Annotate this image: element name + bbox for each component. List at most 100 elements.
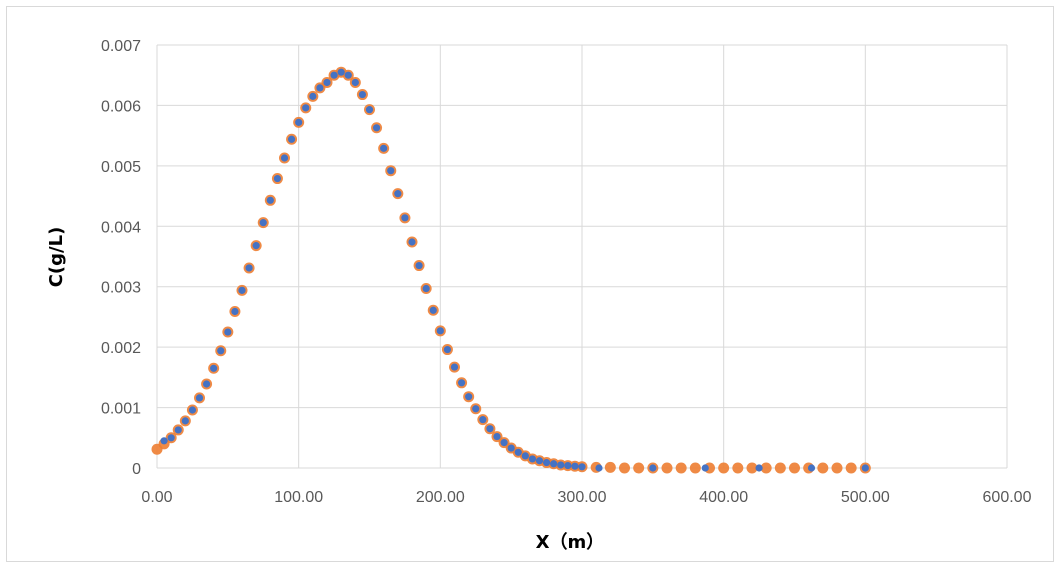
data-point <box>604 461 616 473</box>
data-point <box>358 90 367 99</box>
data-point <box>259 219 267 227</box>
data-point <box>436 327 444 335</box>
data-point <box>564 461 572 470</box>
data-point <box>542 458 551 467</box>
data-point <box>238 286 246 294</box>
data-point <box>701 464 709 472</box>
data-point <box>365 106 374 114</box>
data-point <box>443 345 452 354</box>
data-point <box>450 363 459 371</box>
data-point <box>401 214 409 222</box>
data-point <box>633 462 645 474</box>
data-point <box>661 462 673 474</box>
data-point <box>571 462 579 470</box>
data-point <box>514 448 522 456</box>
data-point <box>789 462 800 474</box>
data-point <box>387 167 395 175</box>
x-tick-label: 300.00 <box>558 489 607 506</box>
y-tick-label: 0.006 <box>101 98 141 115</box>
chart-frame <box>6 6 1054 562</box>
data-point <box>528 455 537 463</box>
data-point <box>493 432 501 441</box>
data-point <box>273 174 282 183</box>
data-point <box>287 135 296 143</box>
data-point <box>302 104 310 112</box>
data-point <box>746 462 758 474</box>
data-point <box>507 444 515 452</box>
data-point <box>550 460 558 468</box>
tick-labels: 0 0.001 0.002 0.003 0.004 0.005 0.006 0.007 0.00… <box>101 38 1032 506</box>
data-point <box>280 154 289 162</box>
data-point <box>831 462 843 474</box>
x-tick-label: 400.00 <box>699 489 748 506</box>
data-point <box>167 434 175 442</box>
data-point <box>755 464 763 472</box>
data-point <box>295 118 303 126</box>
data-point <box>465 393 473 401</box>
data-point <box>500 439 508 447</box>
data-point <box>675 462 687 474</box>
data-point <box>202 380 211 388</box>
data-point <box>174 426 182 434</box>
series-1 <box>151 66 871 474</box>
data-point <box>718 462 730 474</box>
data-point <box>181 417 189 425</box>
data-point <box>472 405 480 413</box>
data-point <box>760 462 772 474</box>
x-tick-label: 0.00 <box>141 489 172 506</box>
data-point <box>309 92 317 100</box>
data-point <box>689 462 701 474</box>
data-point <box>316 84 324 92</box>
data-point <box>535 457 544 465</box>
data-point <box>595 464 603 472</box>
data-point <box>195 394 204 402</box>
data-point <box>408 238 416 246</box>
data-point <box>619 462 630 474</box>
data-point <box>210 364 218 372</box>
data-point <box>557 461 565 469</box>
data-point <box>344 71 352 79</box>
data-point <box>252 242 260 250</box>
series-2 <box>160 68 869 472</box>
data-point <box>422 284 430 293</box>
data-point <box>486 425 494 433</box>
data-point <box>578 463 586 471</box>
y-tick-label: 0.007 <box>101 38 141 55</box>
data-point <box>330 71 338 79</box>
x-tick-label: 200.00 <box>416 489 465 506</box>
data-point <box>521 452 529 460</box>
x-tick-label: 500.00 <box>841 489 890 506</box>
data-point <box>351 78 359 87</box>
y-tick-label: 0.004 <box>101 219 141 236</box>
data-point <box>415 261 423 270</box>
data-point <box>323 78 331 87</box>
y-tick-label: 0.002 <box>101 340 141 357</box>
data-points <box>151 66 871 474</box>
data-point <box>774 462 786 474</box>
data-point <box>160 437 168 445</box>
y-tick-label: 0.003 <box>101 280 141 297</box>
data-point <box>217 347 225 355</box>
data-point <box>372 124 381 132</box>
data-point <box>337 68 345 76</box>
x-tick-label: 100.00 <box>274 489 323 506</box>
data-point <box>807 464 816 472</box>
y-tick-label: 0 <box>132 461 141 478</box>
data-point <box>845 462 857 474</box>
data-point <box>457 379 466 387</box>
gridlines <box>156 44 1008 469</box>
data-point <box>245 264 253 272</box>
data-point <box>817 462 829 474</box>
y-axis-title: C(g/L) <box>46 227 67 288</box>
data-point <box>188 406 197 414</box>
data-point <box>266 196 274 204</box>
data-point <box>732 462 744 474</box>
data-point <box>861 464 869 472</box>
data-point <box>429 306 437 314</box>
data-point <box>479 416 487 424</box>
data-point <box>380 144 388 152</box>
x-axis-title: X（m） <box>536 532 605 553</box>
data-point <box>649 464 657 472</box>
y-tick-label: 0.001 <box>101 401 141 418</box>
